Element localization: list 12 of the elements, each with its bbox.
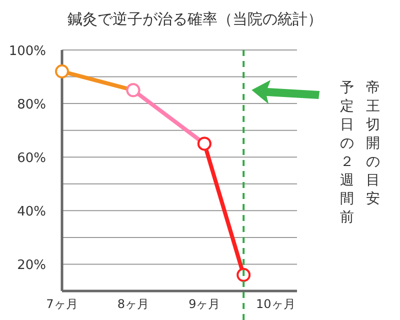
y-tick-label: 80%	[17, 98, 46, 113]
y-tick-label: 100%	[8, 44, 46, 59]
text: 予定日の２週間前	[340, 80, 354, 226]
y-tick-label: 60%	[17, 151, 46, 166]
text: 帝王切開の目安	[366, 80, 380, 207]
chart-title: 鍼灸で逆子が治る確率（当院の統計）	[68, 10, 322, 28]
x-tick-label: 8ヶ月	[117, 297, 150, 311]
y-tick-label: 20%	[17, 258, 46, 274]
x-tick-label: 7ヶ月	[46, 297, 78, 311]
x-tick-label: 10ヶ月	[256, 297, 296, 311]
x-tick-label: 9ヶ月	[188, 297, 220, 311]
y-tick-label: 40%	[17, 204, 46, 220]
